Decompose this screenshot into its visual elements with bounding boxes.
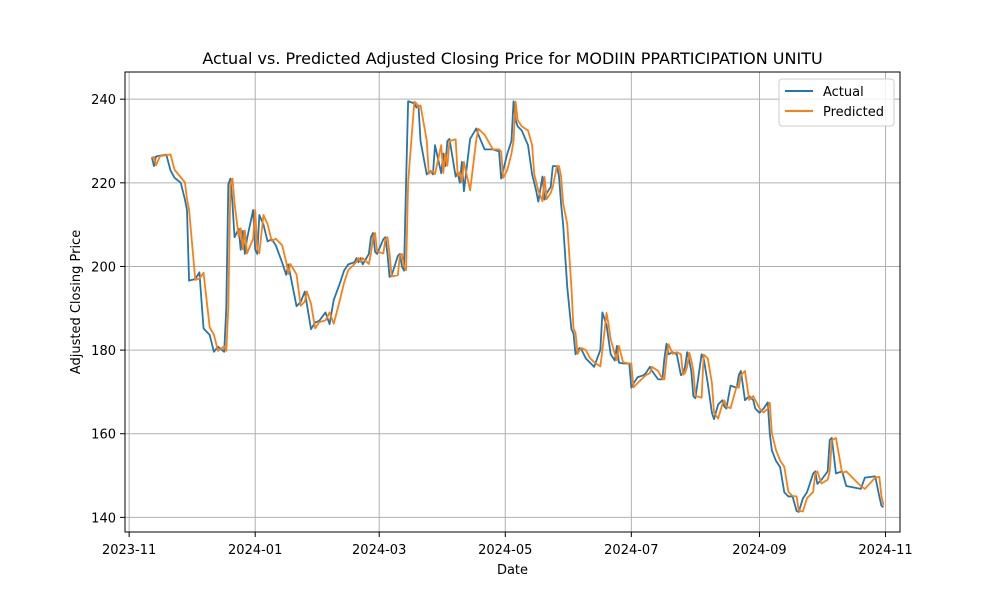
x-tick-label: 2024-11 xyxy=(858,543,912,558)
series-line-actual xyxy=(150,100,885,513)
y-axis-label: Adjusted Closing Price xyxy=(69,230,84,374)
x-tick-label: 2024-03 xyxy=(352,543,406,558)
y-tick-label: 180 xyxy=(91,344,116,359)
y-tick-label: 240 xyxy=(91,93,116,108)
legend: Actual Predicted xyxy=(778,78,895,127)
x-axis-label: Date xyxy=(497,563,528,578)
legend-label: Predicted xyxy=(823,105,884,120)
x-tick-label: 2023-11 xyxy=(102,543,156,558)
series-layer xyxy=(150,100,885,513)
x-tick-label: 2024-07 xyxy=(604,543,658,558)
x-tick-label: 2024-09 xyxy=(732,543,786,558)
x-tick-label: 2024-05 xyxy=(478,543,532,558)
series-line-predicted xyxy=(151,100,885,513)
chart-title: Actual vs. Predicted Adjusted Closing Pr… xyxy=(202,49,822,68)
x-axis: 2023-11 2024-01 2024-03 2024-05 2024-07 2024-… xyxy=(102,532,913,558)
y-tick-label: 140 xyxy=(91,511,116,526)
y-tick-label: 220 xyxy=(91,177,116,192)
y-tick-label: 160 xyxy=(91,428,116,443)
plot-frame xyxy=(124,71,901,533)
y-axis: 140 160 180 200 220 240 xyxy=(91,93,125,526)
x-tick-label: 2024-01 xyxy=(228,543,282,558)
y-tick-label: 200 xyxy=(91,260,116,275)
grid xyxy=(125,72,900,532)
legend-label: Actual xyxy=(823,85,864,100)
